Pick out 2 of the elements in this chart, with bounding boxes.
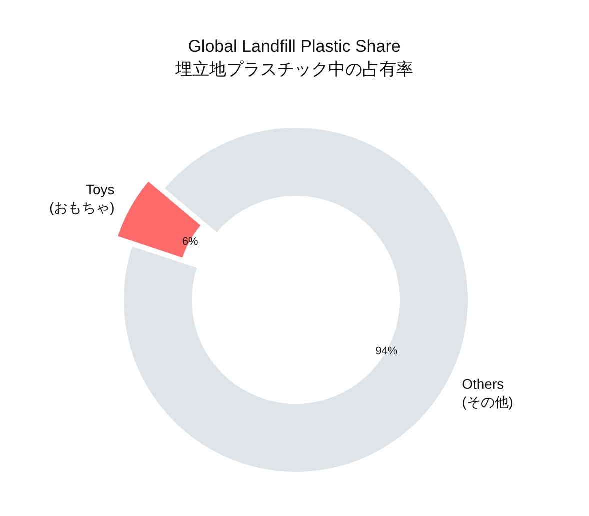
subtitle: 埋立地プラスチック中の占有率 [176,60,414,79]
title: Global Landfill Plastic Share [188,37,401,56]
